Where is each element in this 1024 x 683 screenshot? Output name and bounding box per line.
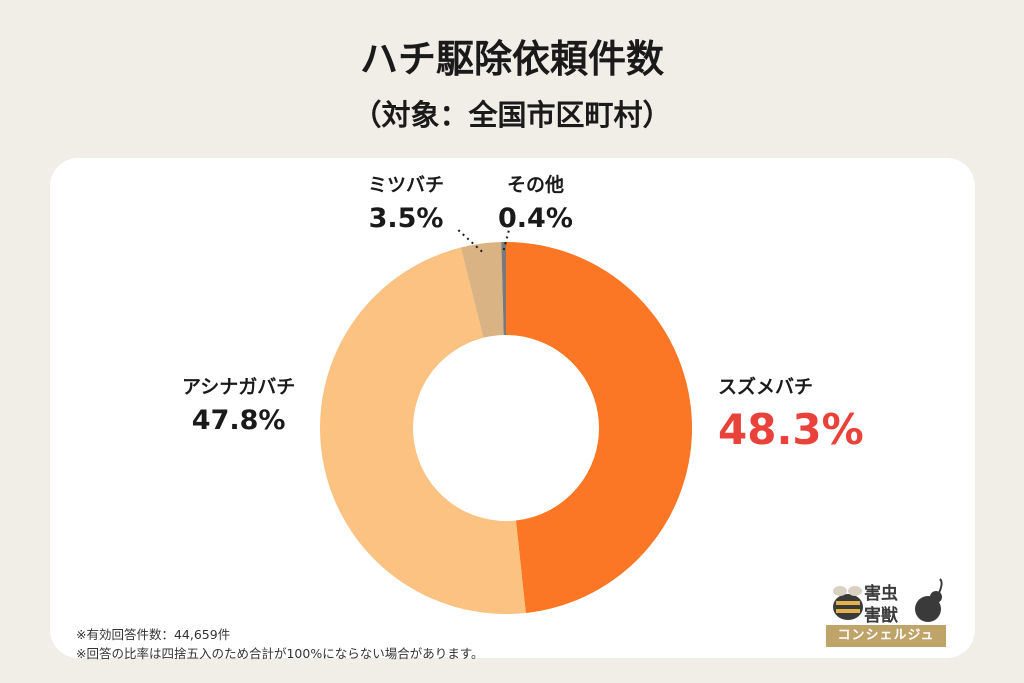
brand-logo: 害虫 害獣 コンシェルジュ (826, 577, 946, 647)
page-subtitle: （対象：全国市区町村） (352, 98, 672, 132)
label-value: 3.5% (368, 203, 444, 234)
page-title: ハチ駆除依頼件数 (359, 37, 664, 81)
mouse-icon (915, 578, 943, 622)
footnote-rounding: ※回答の比率は四捨五入のため合計が100%にならない場合があります。 (76, 646, 484, 661)
slice-sonota (501, 242, 506, 336)
footnote-responses: ※有効回答件数：44,659件 (76, 627, 231, 642)
logo-text-vermin: 害獣 (864, 606, 898, 626)
label-value: 47.8% (191, 405, 286, 436)
bee-icon (833, 586, 863, 620)
label-name: その他 (506, 174, 564, 196)
logo-band: コンシェルジュ (826, 625, 946, 647)
label-mitsubachi: ミツバチ 3.5% (368, 170, 444, 234)
label-sonota: その他 0.4% (498, 170, 573, 234)
label-suzumebachi: スズメバチ 48.3% (718, 372, 864, 454)
slice-suzumebachi (506, 242, 693, 613)
leader-line-sonota (502, 225, 511, 251)
slice-ashinagabachi (320, 247, 526, 614)
label-name: スズメバチ (718, 376, 814, 398)
label-ashinagabachi: アシナガバチ 47.8% (182, 372, 295, 436)
logo-text-pest: 害虫 (864, 584, 898, 604)
label-name: アシナガバチ (182, 376, 296, 398)
label-value: 48.3% (718, 405, 864, 454)
label-value: 0.4% (498, 203, 573, 234)
label-name: ミツバチ (368, 174, 445, 196)
slice-mitsubachi (460, 242, 504, 338)
